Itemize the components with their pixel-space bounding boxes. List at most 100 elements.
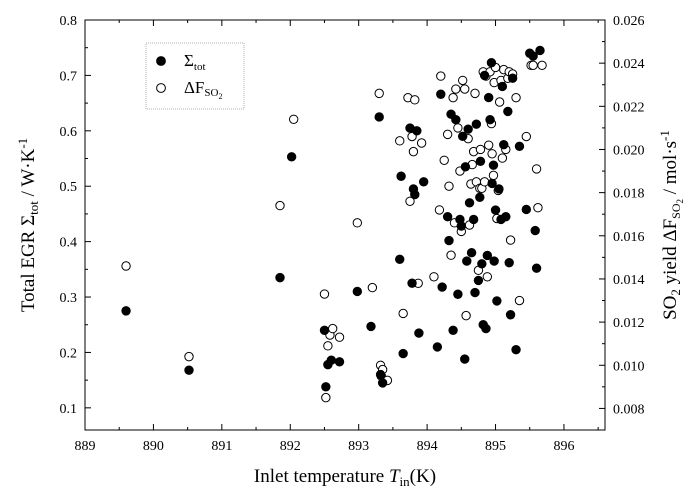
x-tick-label: 894 <box>417 439 438 454</box>
y-right-tick-label: 0.012 <box>613 316 645 331</box>
y-right-tick-label: 0.016 <box>613 230 645 245</box>
egr-total-point <box>412 126 422 136</box>
egr-total-point <box>448 325 458 335</box>
so2-yield-point <box>405 196 415 206</box>
egr-total-point <box>535 45 545 56</box>
egr-total-point <box>475 156 486 166</box>
x-tick-label: 892 <box>280 439 301 454</box>
y-right-tick-label: 0.010 <box>613 359 645 374</box>
so2-yield-point <box>533 203 543 213</box>
egr-total-point <box>184 365 194 375</box>
egr-total-point <box>466 248 477 258</box>
so2-yield-point <box>460 84 470 94</box>
so2-yield-point <box>448 92 458 103</box>
plot-frame <box>84 19 606 431</box>
egr-total-point <box>477 259 487 269</box>
egr-total-point <box>490 205 501 215</box>
so2-yield-point <box>475 144 486 155</box>
so2-yield-point <box>334 332 345 342</box>
so2-yield-point <box>323 341 333 351</box>
so2-yield-point <box>531 164 542 174</box>
egr-total-point <box>319 325 330 335</box>
egr-total-point <box>462 256 472 266</box>
so2-yield-point <box>451 84 461 94</box>
egr-total-point <box>366 321 376 332</box>
egr-total-point <box>352 286 363 297</box>
legend-so2-marker <box>156 83 166 93</box>
egr-total-point <box>334 357 345 367</box>
egr-total-point <box>475 192 485 202</box>
so2-yield-point <box>398 308 408 319</box>
egr-total-point <box>494 184 504 194</box>
egr-total-point <box>437 282 447 292</box>
egr-total-point <box>374 112 384 122</box>
egr-total-point <box>395 254 405 265</box>
egr-total-point <box>470 287 480 298</box>
legend-box <box>145 42 245 110</box>
y-left-tick-label: 0.5 <box>60 180 78 195</box>
so2-yield-point <box>457 75 468 86</box>
egr-total-point <box>486 57 497 68</box>
egr-total-point <box>444 235 454 246</box>
egr-total-point <box>321 382 331 392</box>
egr-total-point <box>375 369 386 380</box>
egr-total-point <box>442 211 453 222</box>
ticks: 889 890 891 892 893 894 895 896 0.1 0.2 0.3 0.4 0.5 0… <box>60 14 645 454</box>
data-points <box>121 45 547 403</box>
egr-total-point <box>464 198 475 208</box>
axes <box>84 19 606 431</box>
egr-total-point <box>499 139 509 150</box>
egr-total-point <box>504 257 514 268</box>
so2-yield-point <box>374 88 384 99</box>
egr-total-point <box>396 171 406 181</box>
egr-total-point <box>492 296 502 306</box>
so2-yield-point <box>521 131 532 142</box>
legend-egr-marker <box>156 56 166 66</box>
y-left-tick-label: 0.8 <box>60 14 78 29</box>
egr-total-point <box>507 73 518 83</box>
egr-total-point <box>531 263 542 273</box>
egr-total-point <box>456 221 467 231</box>
so2-yield-point <box>497 153 508 163</box>
so2-yield-point <box>395 136 405 146</box>
y-right-tick-label: 0.008 <box>613 402 645 417</box>
so2-yield-point <box>528 60 538 71</box>
so2-yield-point <box>352 218 363 228</box>
so2-yield-point <box>494 97 505 107</box>
so2-yield-point <box>436 71 446 81</box>
so2-yield-point <box>444 181 454 191</box>
x-tick-label: 895 <box>485 439 506 454</box>
egr-total-point <box>483 92 494 103</box>
egr-total-point <box>481 323 491 334</box>
x-tick-label: 890 <box>143 439 164 454</box>
so2-yield-point <box>408 146 419 157</box>
egr-total-point <box>503 106 513 117</box>
egr-total-point <box>451 115 461 125</box>
egr-total-point <box>482 250 493 261</box>
so2-yield-point <box>121 261 131 271</box>
y-left-tick-label: 0.6 <box>60 125 78 140</box>
so2-yield-point <box>483 140 494 150</box>
egr-total-point <box>479 70 490 81</box>
egr-total-point <box>377 378 388 388</box>
so2-yield-point <box>327 323 338 334</box>
y-right-tick-label: 0.022 <box>613 100 645 115</box>
y-left-tick-label: 0.4 <box>60 236 78 251</box>
so2-yield-point <box>442 129 453 140</box>
y-right-tick-label: 0.024 <box>613 57 645 72</box>
y-left-tick-label: 0.3 <box>60 291 78 306</box>
egr-total-point <box>398 348 408 359</box>
so2-yield-point <box>416 138 427 148</box>
egr-total-point <box>505 310 516 320</box>
so2-yield-point <box>453 123 463 133</box>
egr-total-point <box>460 354 470 364</box>
egr-total-point <box>485 115 495 125</box>
egr-total-point <box>514 141 525 152</box>
so2-yield-point <box>461 310 471 321</box>
egr-total-point <box>528 51 538 61</box>
so2-yield-point <box>537 60 547 71</box>
egr-total-point <box>488 160 499 170</box>
y-left-tick-label: 0.2 <box>60 346 78 361</box>
egr-total-point <box>497 81 508 92</box>
